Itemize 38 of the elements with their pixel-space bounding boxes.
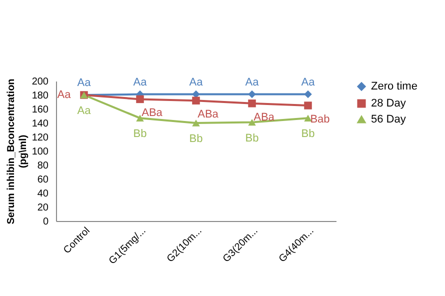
data-label: Aa: [301, 76, 316, 88]
y-tick-label: 100: [32, 146, 49, 158]
y-tick-label: 80: [37, 160, 49, 172]
data-label: ABa: [142, 107, 164, 120]
data-label: Aa: [133, 76, 148, 88]
data-label: Aa: [57, 89, 72, 101]
point: [304, 102, 312, 110]
y-tick-label: 140: [32, 118, 49, 130]
data-label: Aa: [77, 77, 92, 89]
point: [248, 100, 256, 108]
y-tick-label: 20: [37, 202, 49, 214]
point: [136, 95, 144, 104]
point: [136, 114, 144, 122]
data-label: Aa: [245, 76, 260, 88]
y-tick-label: 120: [32, 132, 49, 144]
legend-label: 56 Day: [371, 114, 406, 126]
point: [304, 90, 312, 98]
y-tick-label: 0: [42, 216, 49, 228]
data-label: Bab: [310, 114, 330, 126]
point: [248, 90, 256, 98]
y-tick-label: 180: [32, 90, 49, 102]
y-axis-title: Serum inhibin_Bconcentration (pg\ml): [6, 78, 29, 224]
y-tick-label: 160: [32, 104, 49, 116]
data-label: Bb: [189, 133, 203, 145]
data-label: Aa: [77, 105, 92, 117]
data-label: ABa: [198, 108, 220, 121]
y-tick-label: 200: [32, 76, 49, 88]
legend-label: 28 Day: [371, 98, 406, 110]
data-label: ABa: [254, 111, 276, 124]
point: [192, 96, 200, 104]
data-label: Bb: [301, 128, 315, 140]
data-label: Bb: [133, 128, 147, 140]
data-label: Aa: [189, 76, 204, 88]
legend-label: Zero time: [371, 80, 418, 92]
y-tick-label: 40: [37, 188, 49, 200]
point: [192, 120, 200, 126]
y-tick-label: 60: [37, 174, 49, 186]
data-label: Bb: [245, 132, 259, 144]
